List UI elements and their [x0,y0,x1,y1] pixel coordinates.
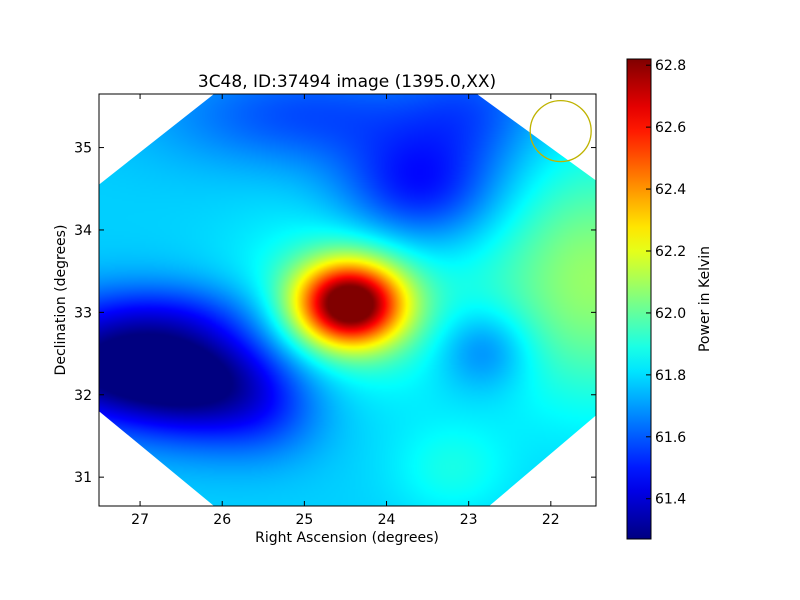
colorbar-ticks: 61.4 61.6 61.8 62.0 62.2 62.4 62.6 62.8 [646,58,686,508]
colorbar-tick-label: 61.8 [655,368,686,384]
x-axis-ticks: 27 26 25 24 23 22 [131,94,560,528]
x-tick-label: 24 [378,512,396,528]
heatmap-field [99,94,596,506]
colorbar-tick-label: 61.6 [655,430,686,446]
y-tick-label: 33 [74,305,92,321]
x-tick-label: 23 [460,512,478,528]
colorbar-label: Power in Kelvin [697,246,713,352]
y-tick-label: 35 [74,141,92,157]
x-tick-label: 25 [295,512,313,528]
x-tick-label: 27 [131,512,149,528]
colorbar-tick-label: 62.6 [655,120,686,136]
y-axis-label: Declination (degrees) [53,225,69,376]
y-tick-label: 31 [74,470,92,486]
y-tick-label: 32 [74,388,92,404]
x-tick-label: 26 [213,512,231,528]
x-axis-label: Right Ascension (degrees) [255,530,439,546]
x-tick-label: 22 [542,512,560,528]
colorbar-tick-label: 62.0 [655,306,686,322]
colorbar-tick-label: 62.2 [655,244,686,260]
colorbar [626,58,652,540]
colorbar-tick-label: 62.4 [655,182,686,198]
chart-title: 3C48, ID:37494 image (1395.0,XX) [198,72,496,92]
colorbar-tick-label: 62.8 [655,58,686,74]
plot-frame [98,93,597,507]
beam-circle [529,99,592,163]
heatmap-image [99,94,596,506]
y-tick-label: 34 [74,223,92,239]
colorbar-tick-label: 61.4 [655,492,686,508]
y-axis-ticks: 31 32 33 34 35 [74,141,596,486]
